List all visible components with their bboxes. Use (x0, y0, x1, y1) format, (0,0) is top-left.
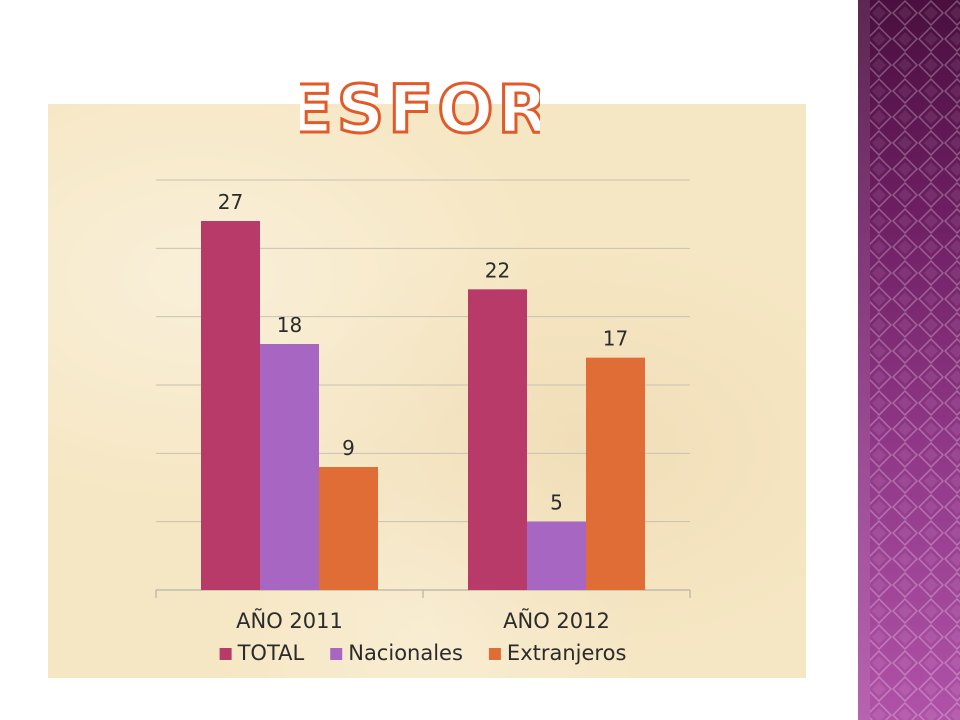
data-label: 18 (277, 313, 302, 337)
x-tick-labels: AÑO 2011 AÑO 2012 (236, 607, 610, 633)
bar-extranjeros-2 (586, 357, 645, 590)
legend-swatch (330, 648, 343, 660)
decorative-side-band (858, 0, 960, 720)
bar-extranjeros-1 (319, 467, 378, 590)
data-label: 22 (485, 258, 510, 282)
data-labels: 27 18 9 22 5 17 (218, 190, 628, 515)
bars (201, 221, 645, 590)
chart-title: ESFOR (300, 74, 540, 144)
data-label: 5 (550, 491, 563, 515)
diamond-pattern (858, 0, 960, 720)
legend-label: TOTAL (237, 641, 305, 665)
legend-item: Nacionales (330, 641, 463, 665)
data-label: 27 (218, 190, 243, 214)
legend-swatch (488, 648, 501, 660)
x-tick-label: AÑO 2011 (236, 607, 343, 633)
legend-label: Extranjeros (507, 641, 626, 665)
chart-title-graphic: ESFOR (300, 74, 540, 144)
bar-total-2 (468, 289, 527, 590)
x-tick-label: AÑO 2012 (503, 607, 610, 633)
bar-chart: 27 18 9 22 5 17 AÑO 2011 AÑO 2012 TOTAL Naciona… (155, 179, 691, 665)
bar-total-1 (201, 221, 260, 590)
data-label: 17 (603, 327, 628, 351)
bar-nacionales-1 (260, 344, 319, 590)
data-label: 9 (342, 436, 355, 460)
legend-label: Nacionales (348, 641, 463, 665)
legend-swatch (219, 648, 232, 660)
x-axis (155, 589, 691, 598)
legend: TOTAL Nacionales Extranjeros (219, 641, 626, 665)
chart-panel: 27 18 9 22 5 17 AÑO 2011 AÑO 2012 TOTAL Naciona… (48, 104, 806, 678)
bar-nacionales-2 (527, 521, 586, 590)
legend-item: TOTAL (219, 641, 305, 665)
legend-item: Extranjeros (488, 641, 626, 665)
